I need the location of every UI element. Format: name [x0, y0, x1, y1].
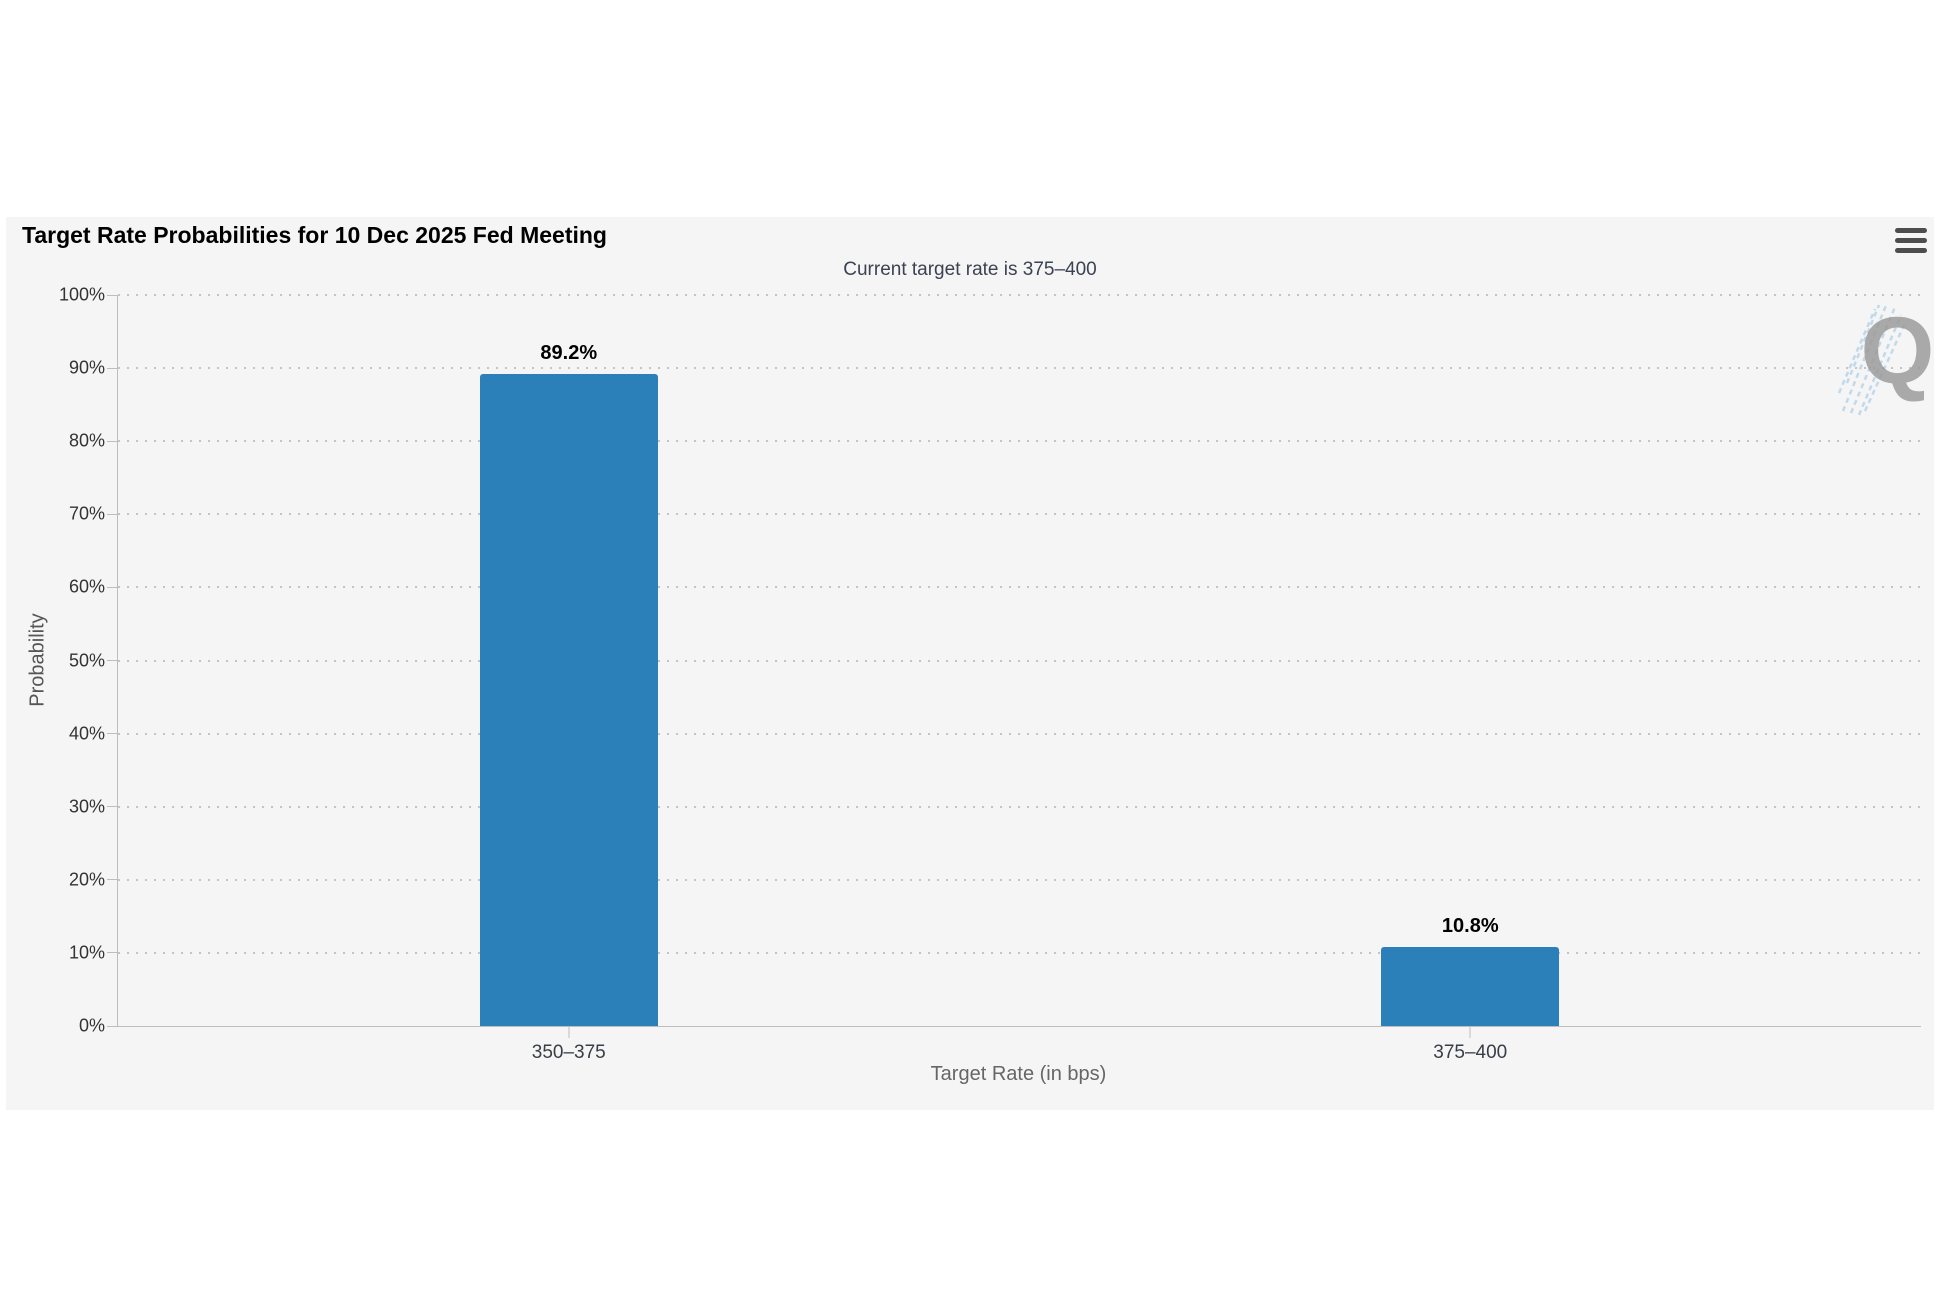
y-axis-title: Probability	[26, 613, 49, 707]
hamburger-icon	[1895, 248, 1927, 253]
bar-value-label: 89.2%	[540, 342, 598, 364]
y-axis-tick	[107, 733, 117, 735]
gridline	[118, 805, 1921, 808]
y-tick-label: 0%	[78, 1015, 105, 1036]
bar-group: 10.8% 375–400	[1381, 295, 1560, 1063]
export-menu-button[interactable]	[1895, 228, 1927, 253]
chart-panel	[6, 217, 1934, 1110]
y-axis-tick	[107, 513, 117, 515]
y-axis-tick	[107, 660, 117, 661]
chart-title: Target Rate Probabilities for 10 Dec 202…	[22, 222, 607, 248]
x-category-label: 350–375	[531, 1042, 606, 1063]
y-axis-tick	[107, 806, 117, 808]
hamburger-icon	[1895, 238, 1927, 243]
x-category-label: 375–400	[1433, 1042, 1508, 1063]
gridline	[118, 659, 1921, 662]
x-axis-tick	[1469, 1026, 1471, 1038]
y-axis-tick	[107, 586, 117, 588]
y-tick-label: 30%	[68, 796, 105, 817]
x-axis-tick	[568, 1026, 570, 1038]
gridline	[118, 440, 1921, 443]
y-axis-tick	[107, 879, 117, 881]
y-tick-label: 70%	[68, 503, 105, 524]
y-tick-label: 20%	[68, 869, 105, 890]
probability-bar[interactable]	[1381, 947, 1560, 1026]
gridline	[118, 294, 1921, 296]
plot-area: 0% 10% 20% 30% 40% 50% 60% 70% 80% 90% 100% 89.2% 35…	[59, 285, 1921, 1063]
x-axis-title: Target Rate (in bps)	[930, 1063, 1107, 1085]
y-tick-label: 100%	[58, 284, 105, 305]
y-tick-label: 80%	[68, 430, 105, 451]
y-axis-tick	[107, 952, 117, 954]
gridline	[118, 513, 1921, 516]
gridline	[118, 586, 1921, 589]
y-axis-tick	[107, 1025, 117, 1027]
y-tick-label: 90%	[68, 357, 105, 378]
y-axis-tick	[107, 367, 117, 369]
gridline	[118, 367, 1921, 370]
y-axis-tick	[107, 294, 117, 296]
chart-subtitle: Current target rate is 375–400	[843, 259, 1097, 280]
y-tick-label: 60%	[68, 576, 105, 597]
probability-bar[interactable]	[479, 374, 658, 1026]
gridline	[118, 878, 1921, 881]
gridline	[118, 951, 1921, 954]
y-tick-label: 10%	[68, 942, 105, 963]
bar-group: 89.2% 350–375	[479, 295, 658, 1063]
gridline	[118, 732, 1921, 735]
hamburger-icon	[1895, 228, 1927, 233]
bar-value-label: 10.8%	[1441, 915, 1499, 937]
y-axis-tick	[107, 440, 117, 442]
y-tick-label: 40%	[68, 723, 105, 744]
y-tick-label: 50%	[68, 650, 105, 670]
